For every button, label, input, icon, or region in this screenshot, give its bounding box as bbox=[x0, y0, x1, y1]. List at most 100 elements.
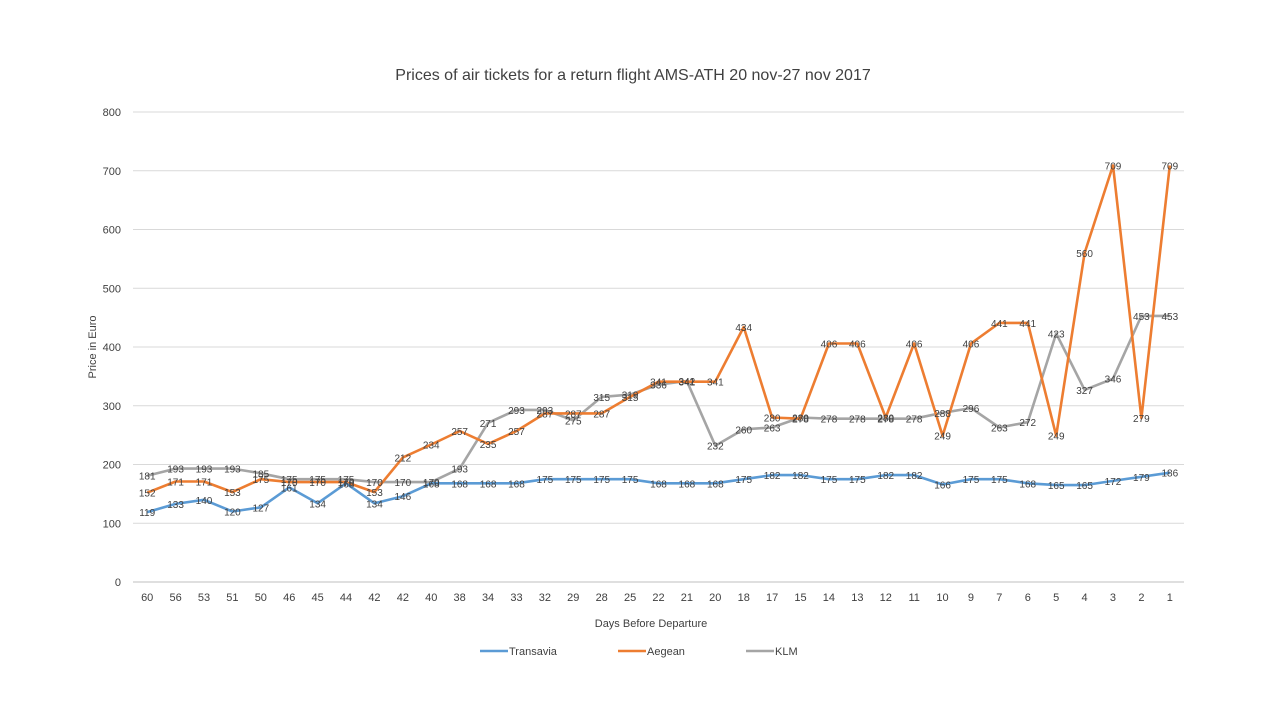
data-label-transavia: 168 bbox=[679, 479, 696, 490]
data-label-klm: 170 bbox=[395, 478, 412, 489]
data-label-klm: 175 bbox=[281, 475, 298, 486]
data-label-aegean: 441 bbox=[1019, 319, 1036, 330]
x-tick-label: 3 bbox=[1110, 592, 1116, 604]
data-label-klm: 193 bbox=[224, 465, 241, 476]
x-tick-label: 60 bbox=[141, 592, 153, 604]
data-label-transavia: 175 bbox=[735, 475, 752, 486]
data-label-klm: 193 bbox=[196, 465, 213, 476]
data-label-klm: 181 bbox=[139, 472, 156, 483]
y-tick-label: 800 bbox=[103, 107, 121, 119]
data-label-klm: 293 bbox=[508, 406, 525, 417]
data-label-klm: 232 bbox=[707, 442, 724, 453]
x-tick-label: 2 bbox=[1138, 592, 1144, 604]
data-label-aegean: 249 bbox=[1048, 432, 1065, 443]
y-tick-label: 700 bbox=[103, 166, 121, 178]
x-tick-label: 15 bbox=[794, 592, 806, 604]
x-tick-label: 25 bbox=[624, 592, 636, 604]
legend-label-klm: KLM bbox=[775, 646, 798, 658]
series-line-transavia bbox=[146, 471, 1170, 514]
data-label-transavia: 168 bbox=[338, 479, 355, 490]
data-label-aegean: 406 bbox=[849, 339, 866, 350]
data-label-klm: 275 bbox=[565, 416, 582, 427]
data-label-aegean: 341 bbox=[707, 378, 724, 389]
data-label-transavia: 168 bbox=[650, 479, 667, 490]
data-label-klm: 278 bbox=[821, 415, 838, 426]
data-label-aegean: 287 bbox=[593, 409, 610, 420]
data-label-klm: 263 bbox=[764, 423, 781, 434]
data-label-aegean: 280 bbox=[764, 414, 781, 425]
x-tick-label: 1 bbox=[1167, 592, 1173, 604]
x-axis-title: Days Before Departure bbox=[595, 618, 708, 630]
gridlines bbox=[133, 111, 1184, 583]
data-label-transavia: 134 bbox=[309, 499, 326, 510]
data-label-aegean: 249 bbox=[934, 432, 951, 443]
data-label-transavia: 166 bbox=[934, 480, 951, 491]
y-tick-label: 100 bbox=[103, 518, 121, 530]
data-label-transavia: 165 bbox=[1076, 481, 1093, 492]
x-tick-label: 17 bbox=[766, 592, 778, 604]
y-tick-label: 0 bbox=[115, 577, 121, 589]
data-label-aegean: 341 bbox=[679, 378, 696, 389]
data-label-transavia: 182 bbox=[764, 471, 781, 482]
data-label-transavia: 175 bbox=[991, 475, 1008, 486]
data-label-transavia: 168 bbox=[423, 479, 440, 490]
data-label-transavia: 134 bbox=[366, 499, 383, 510]
data-label-klm: 260 bbox=[735, 425, 752, 436]
legend-label-aegean: Aegean bbox=[647, 646, 685, 658]
data-label-aegean: 287 bbox=[565, 409, 582, 420]
x-axis-ticks: 60 56 53 51 50 46 45 44 42 42 40 38 34 33 32 29 28 25 22 21… bbox=[141, 592, 1173, 604]
data-label-klm: 453 bbox=[1133, 312, 1150, 323]
data-label-transavia: 140 bbox=[196, 496, 213, 507]
x-tick-label: 40 bbox=[425, 592, 437, 604]
series-line-aegean bbox=[146, 164, 1172, 494]
y-axis-ticks: 0 100 200 300 400 500 600 700 800 bbox=[103, 107, 121, 589]
data-label-aegean: 171 bbox=[167, 478, 184, 489]
data-label-aegean: 278 bbox=[792, 415, 809, 426]
data-label-aegean: 234 bbox=[423, 441, 440, 452]
x-tick-label: 32 bbox=[539, 592, 551, 604]
data-label-klm: 272 bbox=[1019, 418, 1036, 429]
chart-title: Prices of air tickets for a return fligh… bbox=[395, 67, 871, 84]
data-label-transavia: 175 bbox=[565, 475, 582, 486]
y-tick-label: 200 bbox=[103, 460, 121, 472]
data-label-transavia: 179 bbox=[1133, 473, 1150, 484]
data-label-aegean: 406 bbox=[821, 339, 838, 350]
data-label-klm: 278 bbox=[877, 415, 894, 426]
x-tick-label: 51 bbox=[226, 592, 238, 604]
x-tick-label: 34 bbox=[482, 592, 494, 604]
data-label-aegean: 441 bbox=[991, 319, 1008, 330]
data-label-klm: 278 bbox=[906, 415, 923, 426]
data-label-aegean: 341 bbox=[650, 378, 667, 389]
data-label-klm: 271 bbox=[480, 419, 497, 430]
data-label-transavia: 175 bbox=[849, 475, 866, 486]
data-label-klm: 170 bbox=[423, 478, 440, 489]
x-tick-label: 33 bbox=[510, 592, 522, 604]
data-label-aegean: 315 bbox=[622, 393, 639, 404]
data-label-klm: 278 bbox=[849, 415, 866, 426]
data-label-transavia: 146 bbox=[395, 492, 412, 503]
data-label-klm: 288 bbox=[934, 409, 951, 420]
y-tick-label: 600 bbox=[103, 225, 121, 237]
data-label-transavia: 182 bbox=[792, 471, 809, 482]
x-tick-label: 42 bbox=[397, 592, 409, 604]
data-label-aegean: 257 bbox=[508, 427, 525, 438]
data-label-transavia: 175 bbox=[963, 475, 980, 486]
legend-label-transavia: Transavia bbox=[509, 646, 558, 658]
data-label-transavia: 168 bbox=[508, 479, 525, 490]
y-tick-label: 500 bbox=[103, 283, 121, 295]
data-label-aegean: 171 bbox=[196, 478, 213, 489]
data-label-klm: 327 bbox=[1076, 386, 1093, 397]
x-tick-label: 21 bbox=[681, 592, 693, 604]
data-label-aegean: 170 bbox=[281, 478, 298, 489]
y-axis-title: Price in Euro bbox=[87, 316, 99, 379]
data-label-aegean: 287 bbox=[537, 409, 554, 420]
x-tick-label: 13 bbox=[851, 592, 863, 604]
x-tick-label: 53 bbox=[198, 592, 210, 604]
x-tick-label: 6 bbox=[1025, 592, 1031, 604]
data-label-klm: 315 bbox=[593, 393, 610, 404]
x-tick-label: 56 bbox=[169, 592, 181, 604]
data-label-transavia: 133 bbox=[167, 500, 184, 511]
data-label-klm: 175 bbox=[338, 475, 355, 486]
x-tick-label: 22 bbox=[652, 592, 664, 604]
